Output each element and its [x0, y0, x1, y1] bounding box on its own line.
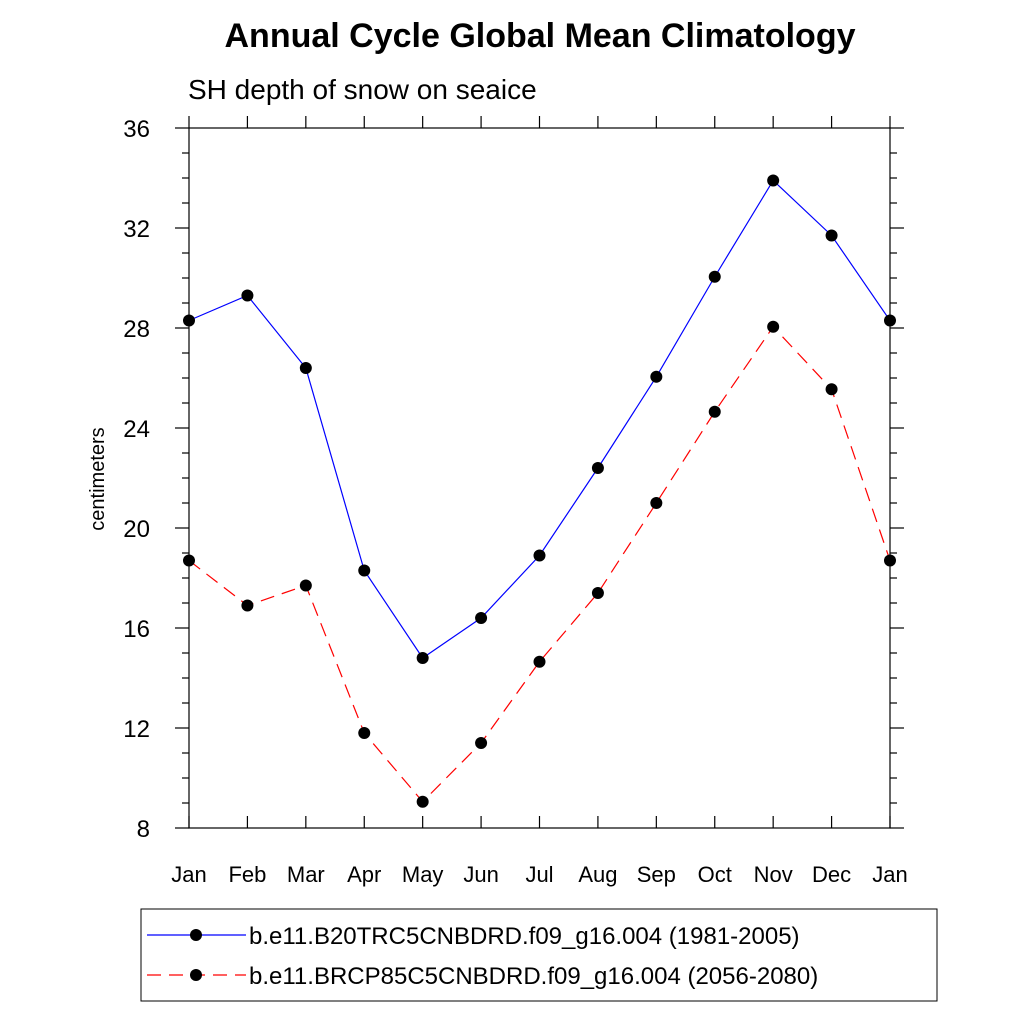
- x-tick-label: Jan: [872, 862, 907, 887]
- y-tick-label: 24: [123, 416, 150, 443]
- legend-label-1: b.e11.B20TRC5CNBDRD.f09_g16.004 (1981-20…: [249, 923, 800, 950]
- y-tick-label: 20: [123, 516, 150, 543]
- series-1-point: [650, 370, 663, 383]
- legend-marker-2: [190, 969, 202, 981]
- y-tick-label: 32: [123, 216, 150, 243]
- y-tick-label: 8: [137, 816, 150, 843]
- series-2-point: [650, 497, 663, 509]
- axis-ticks: [175, 116, 904, 829]
- series-1-point: [708, 270, 721, 283]
- series-line-1: [188, 179, 891, 659]
- series-1-point: [416, 652, 429, 664]
- series-line-2: [188, 325, 891, 803]
- x-tick-label: Aug: [578, 862, 617, 887]
- series-2-point: [884, 554, 896, 567]
- legend-label-2: b.e11.BRCP85C5CNBDRD.f09_g16.004 (2056-2…: [249, 963, 818, 990]
- series-2-point: [708, 405, 721, 418]
- series-1-point: [299, 362, 312, 374]
- series-2-point: [358, 727, 371, 739]
- series-2-point: [241, 599, 254, 612]
- series-2-point: [416, 795, 429, 808]
- series-2-point: [183, 554, 195, 567]
- legend-box: [140, 908, 938, 1002]
- x-tick-label: Dec: [812, 862, 851, 887]
- y-tick-labels: 8 12 16 20 24 28 32 36: [123, 116, 150, 843]
- series-1-point: [475, 612, 488, 624]
- plot-frame: [188, 127, 891, 829]
- x-tick-label: Nov: [754, 862, 793, 887]
- series-2-point: [767, 320, 780, 333]
- x-tick-label: Mar: [287, 862, 325, 887]
- series-2-point: [825, 383, 838, 396]
- x-tick-label: May: [402, 862, 444, 887]
- y-axis-label: centimeters: [87, 427, 109, 530]
- series-1-point: [358, 564, 371, 577]
- legend: b.e11.B20TRC5CNBDRD.f09_g16.004 (1981-20…: [147, 923, 818, 990]
- x-tick-label: Apr: [347, 862, 381, 887]
- y-tick-label: 36: [123, 116, 150, 143]
- series-1-point: [825, 229, 838, 242]
- series-2-point: [299, 579, 312, 592]
- x-tick-label: Feb: [228, 862, 266, 887]
- x-tick-label: Sep: [637, 862, 676, 887]
- x-tick-labels: Jan Feb Mar Apr May Jun Jul Aug Sep Oct Nov Dec Jan: [171, 862, 907, 887]
- y-tick-label: 16: [123, 616, 150, 643]
- series-2-point: [475, 737, 488, 749]
- series-1-point: [591, 462, 604, 474]
- series-1-point: [884, 314, 896, 327]
- series-layer: [183, 174, 896, 808]
- x-tick-label: Jan: [171, 862, 206, 887]
- chart-title: Annual Cycle Global Mean Climatology: [225, 17, 856, 55]
- series-2-point: [533, 655, 546, 668]
- series-1-point: [183, 314, 195, 327]
- y-tick-label: 28: [123, 316, 150, 343]
- series-1-point: [533, 549, 546, 562]
- x-tick-label: Jun: [463, 862, 498, 887]
- y-tick-label: 12: [123, 716, 150, 743]
- x-tick-label: Jul: [525, 862, 553, 887]
- chart-subtitle: SH depth of snow on seaice: [188, 74, 537, 105]
- x-tick-label: Oct: [698, 862, 732, 887]
- series-1-point: [241, 289, 254, 302]
- series-2-point: [591, 587, 604, 599]
- series-1-point: [767, 174, 780, 187]
- legend-marker-1: [190, 929, 202, 941]
